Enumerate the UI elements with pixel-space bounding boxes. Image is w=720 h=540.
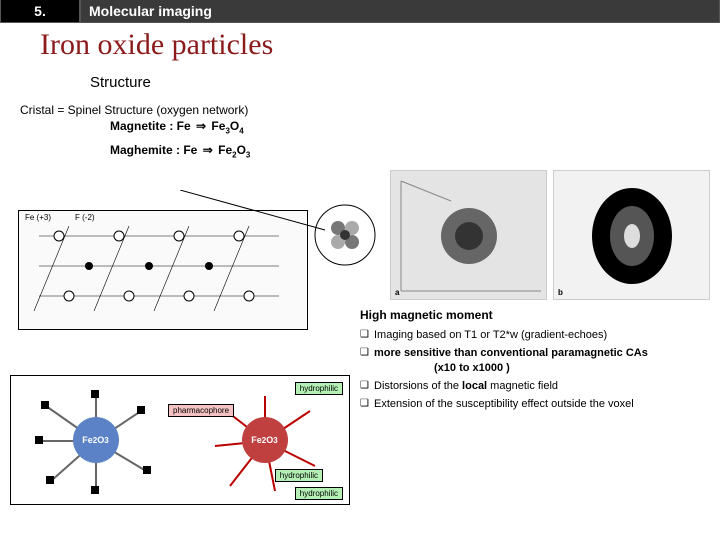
tag-pharmacophore: pharmacophore <box>168 404 234 417</box>
core-fe: Fe <box>82 435 93 445</box>
core-o: O <box>266 435 273 445</box>
formula-fe: Fe <box>211 119 225 133</box>
panel-b-label: b <box>558 288 563 297</box>
core-fe: Fe <box>251 435 262 445</box>
nano-right: Fe2O3 pharmacophore hydrophilic hydrophi… <box>180 376 349 504</box>
nano-core-right: Fe2O3 <box>242 417 288 463</box>
tag-hydrophilic-2: hydrophilic <box>275 469 323 482</box>
arrow-icon: ⇒ <box>203 143 213 157</box>
bullet-3: Distorsions of the local magnetic field <box>360 379 710 393</box>
bullet-1: Imaging based on T1 or T2*w (gradient-ec… <box>360 328 710 342</box>
bullet-2-main: more sensitive than conventional paramag… <box>374 347 648 359</box>
panel-a: a <box>390 170 547 300</box>
nanoparticle-diagrams: Fe2O3 Fe2O3 pharmacophore hydrophilic hy… <box>10 375 350 505</box>
formula-sub: 3 <box>246 151 250 160</box>
formula-o: O <box>230 119 239 133</box>
legend-fe-text: Fe (+3) <box>25 213 51 222</box>
formula-sub: 4 <box>239 126 243 135</box>
bullet-3b: local <box>462 380 487 392</box>
maghemite-line: Maghemite : Fe ⇒ Fe2O3 <box>110 143 720 159</box>
bullet-block: High magnetic moment Imaging based on T1… <box>360 308 710 415</box>
legend-o-text: F (-2) <box>75 213 95 222</box>
magnetite-name: Magnetite : Fe <box>110 119 191 133</box>
magnetic-field-panels: a b <box>390 170 710 300</box>
magnetite-line: Magnetite : Fe ⇒ Fe3O4 <box>110 119 720 135</box>
core-sub2: 3 <box>104 436 108 445</box>
maghemite-name: Maghemite : Fe <box>110 143 197 157</box>
subheading: Structure <box>90 74 720 91</box>
tag-hydrophilic-1: hydrophilic <box>295 382 343 395</box>
formula-fe: Fe <box>218 143 232 157</box>
section-title: Molecular imaging <box>80 0 720 23</box>
core-sub2: 3 <box>273 436 277 445</box>
bullet-heading: High magnetic moment <box>360 308 710 322</box>
panel-a-label: a <box>395 288 399 297</box>
bullet-3c: magnetic field <box>487 380 558 392</box>
crystal-intro: Cristal = Spinel Structure (oxygen netwo… <box>20 103 720 117</box>
page-title: Iron oxide particles <box>40 28 720 62</box>
tag-hydrophilic-3: hydrophilic <box>295 487 343 500</box>
bullet-4: Extension of the susceptibility effect o… <box>360 397 710 411</box>
nano-core-left: Fe2O3 <box>73 417 119 463</box>
core-o: O <box>97 435 104 445</box>
formula-o: O <box>237 143 246 157</box>
bullet-3a: Distorsions of the <box>374 380 462 392</box>
arrow-icon: ⇒ <box>196 119 206 133</box>
bullet-2-sub: (x10 to x1000 ) <box>374 362 510 374</box>
connector-line-icon <box>180 190 360 240</box>
section-number: 5. <box>0 0 80 23</box>
bullet-2: more sensitive than conventional paramag… <box>360 346 710 375</box>
header-bar: 5. Molecular imaging <box>0 0 720 22</box>
nano-left: Fe2O3 <box>11 376 180 504</box>
panel-b: b <box>553 170 710 300</box>
